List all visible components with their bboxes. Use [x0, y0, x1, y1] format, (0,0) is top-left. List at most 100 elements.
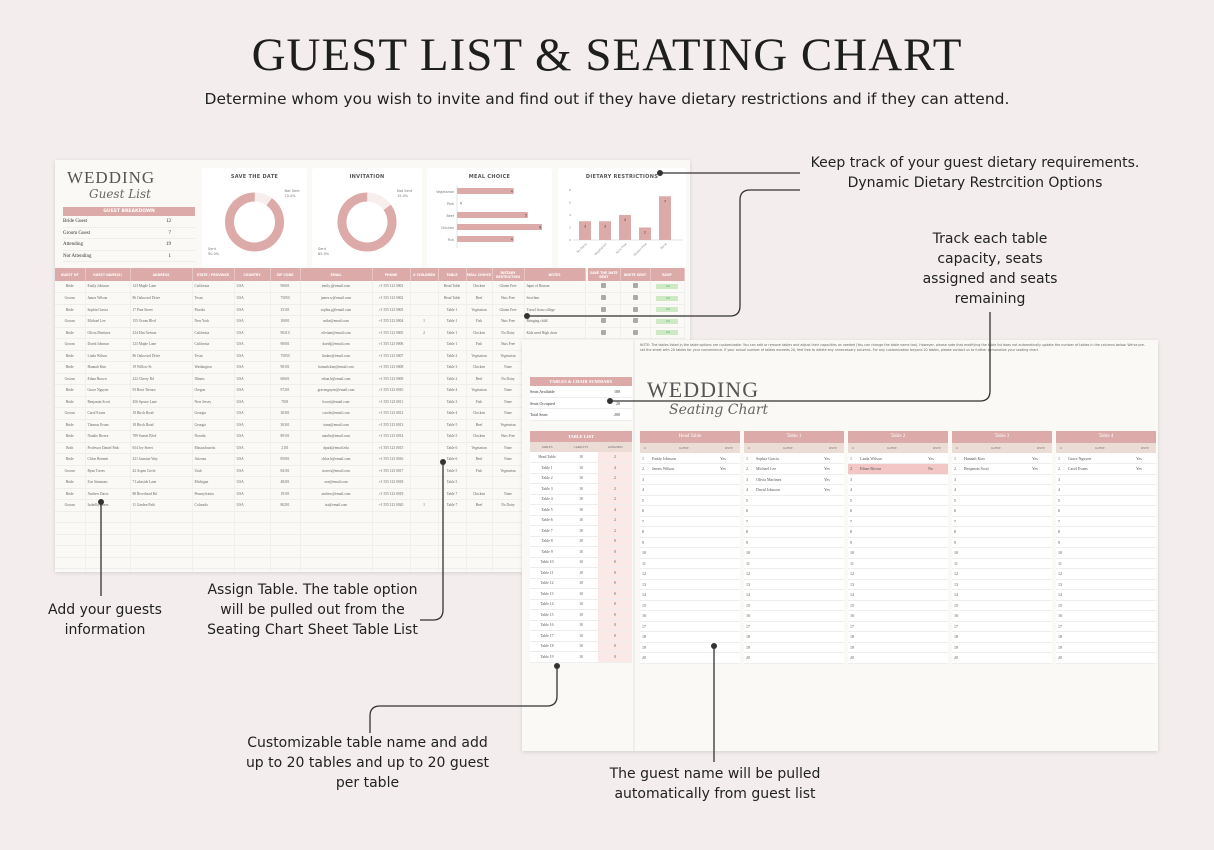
cell[interactable]	[466, 476, 493, 489]
cell[interactable]: zoe@email.com	[300, 476, 373, 489]
seat-row[interactable]: 2 Michael Lee Yes	[744, 463, 844, 475]
table-name-cell[interactable]: Table 6	[530, 515, 564, 526]
seat-row[interactable]: 9	[952, 537, 1052, 548]
cell[interactable]	[270, 534, 301, 546]
assigned-cell[interactable]: 0	[598, 557, 632, 568]
guest-name[interactable]	[1066, 589, 1134, 601]
cell[interactable]: davidj@email.com	[300, 338, 373, 351]
seat-row[interactable]: 18	[952, 631, 1052, 643]
cell[interactable]: Groom	[55, 292, 86, 305]
guest-name[interactable]	[858, 568, 926, 580]
table-name-cell[interactable]: Table 17	[530, 630, 564, 642]
seat-row[interactable]: 3	[952, 474, 1052, 485]
cell[interactable]: 18 Birch Road	[130, 419, 193, 431]
table-list-row[interactable]: Table 7 10 2	[530, 525, 632, 537]
cell[interactable]	[410, 292, 439, 305]
seat-row[interactable]: 2 Carol Evans Yes	[1056, 463, 1156, 475]
cell[interactable]: Head Table	[438, 292, 467, 305]
cell[interactable]	[85, 522, 131, 535]
guest-name[interactable]	[962, 505, 1030, 517]
cell[interactable]: Grace Nguyen	[85, 384, 131, 397]
cell[interactable]: California	[192, 281, 235, 293]
seat-row[interactable]: 8	[1056, 526, 1156, 538]
cell[interactable]	[410, 476, 439, 489]
seat-row[interactable]: 16	[640, 610, 740, 622]
cell[interactable]: USA	[234, 304, 271, 316]
cell[interactable]: Chicken	[466, 327, 493, 339]
table-list-row[interactable]: Table 18 10 0	[530, 641, 632, 652]
seat-row[interactable]: 5	[640, 495, 740, 506]
cell[interactable]	[410, 465, 439, 477]
guest-name[interactable]	[650, 600, 718, 611]
guest-name[interactable]	[1066, 621, 1134, 632]
seat-row[interactable]: 8	[952, 526, 1052, 538]
guest-name[interactable]	[650, 516, 718, 527]
assigned-cell[interactable]: 4	[598, 504, 632, 516]
cell[interactable]: Bride	[55, 350, 86, 362]
table-list-row[interactable]: Table 8 10 0	[530, 536, 632, 547]
checkbox-cell[interactable]	[620, 304, 651, 316]
cell[interactable]: Isabella Flores	[85, 499, 131, 512]
cell[interactable]: 97201	[270, 384, 301, 397]
cell[interactable]	[410, 396, 439, 408]
guest-name[interactable]	[754, 579, 822, 590]
table-name-cell[interactable]: Table 5	[530, 504, 564, 516]
seat-row[interactable]: 8	[640, 526, 740, 538]
guest-name[interactable]: Carol Evans	[1066, 463, 1134, 475]
table-name-cell[interactable]: Table 18	[530, 641, 564, 652]
cell[interactable]: Vegetarian	[466, 384, 493, 397]
cell[interactable]: hannah.kim@email.com	[300, 361, 373, 374]
cell[interactable]: bscott@email.com	[300, 396, 373, 408]
cell[interactable]	[466, 568, 493, 572]
cell[interactable]: Bride	[55, 476, 86, 489]
cell[interactable]: +1 555 123 0010	[372, 384, 411, 397]
cell[interactable]: Bride	[55, 281, 86, 293]
assigned-cell[interactable]: 0	[598, 620, 632, 631]
guest-name[interactable]	[754, 568, 822, 580]
guest-name[interactable]	[754, 621, 822, 632]
cell[interactable]: No Dairy	[492, 499, 525, 512]
cell[interactable]: +1 555 123 0003	[372, 304, 411, 316]
checkbox-checked-icon[interactable]	[601, 283, 607, 289]
guest-name[interactable]	[650, 526, 718, 538]
assigned-cell[interactable]: 0	[598, 651, 632, 663]
seat-row[interactable]: 5	[848, 495, 948, 506]
cell[interactable]: Hannah Kim	[85, 361, 131, 374]
cell[interactable]: 90001	[270, 338, 301, 351]
cell[interactable]: 89101	[270, 430, 301, 443]
seat-row[interactable]: 19	[848, 642, 948, 653]
guest-name[interactable]	[754, 610, 822, 622]
guest-name[interactable]	[962, 516, 1030, 527]
assigned-cell[interactable]: 2	[598, 525, 632, 537]
capacity-cell[interactable]: 10	[564, 494, 598, 505]
cell[interactable]	[410, 407, 439, 420]
table-name-cell[interactable]: Table 15	[530, 609, 564, 621]
seat-row[interactable]: 19	[744, 642, 844, 653]
capacity-cell[interactable]: 10	[564, 588, 598, 600]
guest-name[interactable]	[650, 652, 718, 664]
cell[interactable]: USA	[234, 419, 271, 431]
cell[interactable]: 789 Sunset Blvd	[130, 430, 193, 443]
cell[interactable]: Fish	[466, 315, 493, 328]
cell[interactable]	[410, 568, 439, 572]
seat-row[interactable]: 15	[1056, 600, 1156, 611]
cell[interactable]: Both	[55, 442, 86, 454]
checkbox-checked-icon[interactable]	[632, 283, 638, 289]
cell[interactable]	[492, 522, 525, 535]
cell[interactable]: Input of Reason	[524, 281, 586, 293]
cell[interactable]: Nuts Free	[492, 292, 525, 305]
guest-name[interactable]	[650, 589, 718, 601]
cell[interactable]: oliviam@email.com	[300, 327, 373, 339]
cell[interactable]: Georgia	[192, 419, 235, 431]
seat-row[interactable]: 14	[640, 589, 740, 601]
capacity-cell[interactable]: 10	[564, 651, 598, 663]
seat-row[interactable]: 16	[744, 610, 844, 622]
cell[interactable]	[466, 511, 493, 523]
assigned-cell[interactable]: 4	[598, 462, 632, 474]
table-name-cell[interactable]: Table 8	[530, 536, 564, 547]
cell[interactable]: Gluten Free	[492, 304, 525, 316]
seat-row[interactable]: 5	[952, 495, 1052, 506]
cell[interactable]: rtorres@email.com	[300, 465, 373, 477]
capacity-cell[interactable]: 10	[564, 546, 598, 558]
cell[interactable]	[410, 557, 439, 569]
